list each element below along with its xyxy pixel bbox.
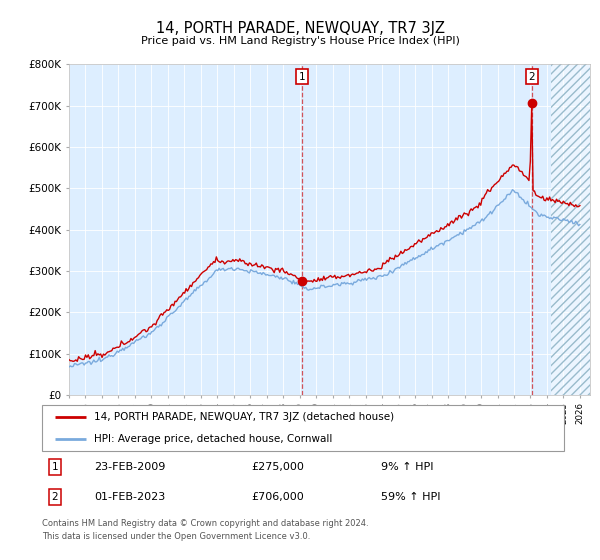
FancyBboxPatch shape: [42, 405, 564, 451]
Text: HPI: Average price, detached house, Cornwall: HPI: Average price, detached house, Corn…: [94, 435, 332, 444]
Text: 2: 2: [52, 492, 58, 502]
Text: 23-FEB-2009: 23-FEB-2009: [94, 463, 166, 473]
Text: 1: 1: [299, 72, 305, 82]
Text: Price paid vs. HM Land Registry's House Price Index (HPI): Price paid vs. HM Land Registry's House …: [140, 36, 460, 46]
Text: 9% ↑ HPI: 9% ↑ HPI: [382, 463, 434, 473]
Text: £706,000: £706,000: [251, 492, 304, 502]
Text: £275,000: £275,000: [251, 463, 304, 473]
Text: 14, PORTH PARADE, NEWQUAY, TR7 3JZ (detached house): 14, PORTH PARADE, NEWQUAY, TR7 3JZ (deta…: [94, 412, 394, 422]
Text: 2: 2: [529, 72, 535, 82]
Text: 1: 1: [52, 463, 58, 473]
Text: 59% ↑ HPI: 59% ↑ HPI: [382, 492, 441, 502]
Text: 01-FEB-2023: 01-FEB-2023: [94, 492, 166, 502]
Text: 14, PORTH PARADE, NEWQUAY, TR7 3JZ: 14, PORTH PARADE, NEWQUAY, TR7 3JZ: [155, 21, 445, 36]
Text: Contains HM Land Registry data © Crown copyright and database right 2024.
This d: Contains HM Land Registry data © Crown c…: [42, 519, 368, 540]
